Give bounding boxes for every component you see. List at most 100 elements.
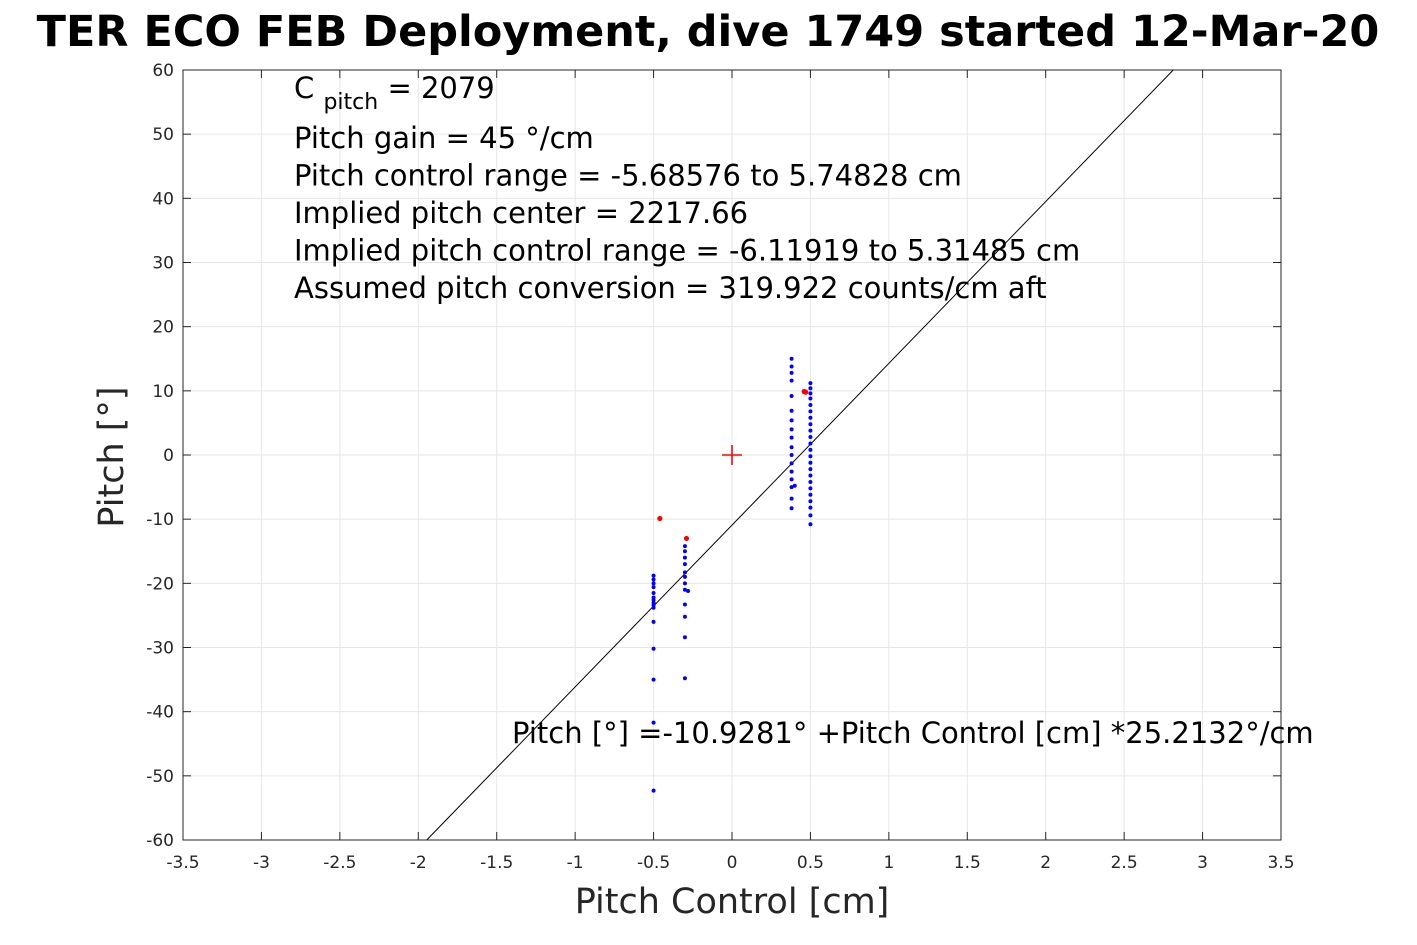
- data-point: [682, 581, 687, 586]
- x-tick-labels: -3.5 -3 -2.5 -2 -1.5 -1 -0.5 0 0.5 1 1.5 2 2.5 3 3.5: [166, 853, 1294, 873]
- data-point: [792, 483, 797, 488]
- data-point: [808, 492, 813, 497]
- data-point: [651, 581, 656, 586]
- data-point: [789, 418, 794, 423]
- data-point: [682, 614, 687, 619]
- data-point: [682, 570, 687, 575]
- annotation-line: Implied pitch control range = -6.11919 t…: [294, 234, 1080, 268]
- data-point: [789, 506, 794, 511]
- data-point: [789, 453, 794, 457]
- data-point: [789, 435, 794, 440]
- data-point: [651, 573, 656, 578]
- data-point: [682, 544, 687, 549]
- x-tick-label: 1: [883, 853, 894, 873]
- y-tick-label: -60: [146, 831, 174, 851]
- data-point: [789, 461, 794, 466]
- data-point: [651, 577, 656, 582]
- data-point: [808, 428, 813, 433]
- x-tick-label: 2.5: [1111, 853, 1138, 873]
- fit-line: [426, 69, 1174, 841]
- x-tick-label: 0.5: [797, 853, 824, 873]
- x-tick-label: -1.5: [480, 853, 513, 873]
- data-point: [789, 496, 794, 501]
- y-tick-label: 20: [152, 318, 174, 338]
- data-point: [808, 513, 813, 518]
- c-pitch-annotation: C pitch = 2079: [294, 71, 495, 116]
- x-tick-label: -3: [253, 853, 270, 873]
- data-point: [682, 587, 687, 592]
- data-point: [682, 574, 687, 579]
- data-point: [803, 389, 809, 395]
- annotation-line: Implied pitch center = 2217.66: [294, 196, 748, 230]
- x-tick-label: -3.5: [166, 853, 199, 873]
- data-point: [651, 720, 656, 725]
- data-point: [789, 427, 794, 432]
- annotation-line: Pitch control range = -5.68576 to 5.7482…: [294, 159, 962, 193]
- annotation-lines: Pitch gain = 45 °/cm Pitch control range …: [294, 121, 1080, 305]
- data-point: [683, 535, 690, 542]
- data-point: [789, 364, 794, 369]
- data-point: [686, 589, 691, 594]
- c-pitch-prefix: C: [294, 71, 314, 105]
- data-point: [682, 676, 687, 681]
- fit-line-layer: [426, 69, 1174, 841]
- data-point: [808, 486, 813, 491]
- data-point: [808, 402, 813, 407]
- data-point: [808, 505, 813, 510]
- y-tick-label: -40: [146, 703, 174, 723]
- data-point: [808, 386, 813, 391]
- data-point: [651, 619, 656, 624]
- data-point: [651, 677, 656, 682]
- data-point: [808, 473, 813, 478]
- data-point: [808, 409, 813, 414]
- y-tick-label: 50: [152, 125, 174, 145]
- y-tick-label: -30: [146, 639, 174, 659]
- data-point: [651, 646, 656, 651]
- data-points-layer: [651, 356, 813, 793]
- data-point: [808, 522, 813, 527]
- x-tick-label: -2: [410, 853, 427, 873]
- y-axis-label: Pitch [°]: [92, 386, 132, 527]
- data-point: [789, 469, 794, 474]
- annotation-line: Pitch gain = 45 °/cm: [294, 121, 594, 155]
- data-point: [789, 356, 794, 361]
- grid-lines: [182, 69, 1282, 841]
- y-tick-label: -10: [146, 510, 174, 530]
- annotation-line: Assumed pitch conversion = 319.922 count…: [294, 271, 1047, 305]
- data-point: [651, 605, 656, 610]
- center-marker-layer: [722, 445, 742, 465]
- data-point: [808, 415, 813, 420]
- data-point: [789, 378, 794, 383]
- data-point: [808, 435, 813, 440]
- x-tick-label: -1: [567, 853, 584, 873]
- y-tick-label: 40: [152, 189, 174, 209]
- x-tick-label: 3: [1197, 853, 1208, 873]
- fit-equation: Pitch [°] =-10.9281° +Pitch Control [cm]…: [512, 716, 1314, 750]
- x-tick-label: 2: [1040, 853, 1051, 873]
- data-point: [657, 515, 663, 522]
- data-point: [808, 396, 813, 401]
- data-point: [789, 445, 794, 450]
- data-point: [651, 788, 656, 793]
- y-tick-label: 10: [152, 382, 174, 402]
- data-point: [789, 370, 794, 375]
- c-pitch-value: = 2079: [387, 71, 494, 105]
- data-point: [789, 477, 794, 482]
- data-point: [682, 635, 687, 640]
- x-tick-label: -0.5: [637, 853, 670, 873]
- data-point: [651, 585, 656, 590]
- y-tick-label: -20: [146, 574, 174, 594]
- c-pitch-subscript: pitch: [323, 90, 378, 115]
- data-point: [808, 460, 813, 465]
- x-tick-label: -2.5: [323, 853, 356, 873]
- data-point: [808, 454, 813, 459]
- data-point: [651, 590, 656, 595]
- data-point: [808, 467, 813, 472]
- x-tick-label: 3.5: [1267, 853, 1294, 873]
- data-point: [808, 499, 813, 504]
- data-point: [682, 549, 687, 554]
- axis-ticks: [182, 69, 1282, 841]
- data-point: [808, 391, 813, 396]
- data-point: [808, 479, 813, 484]
